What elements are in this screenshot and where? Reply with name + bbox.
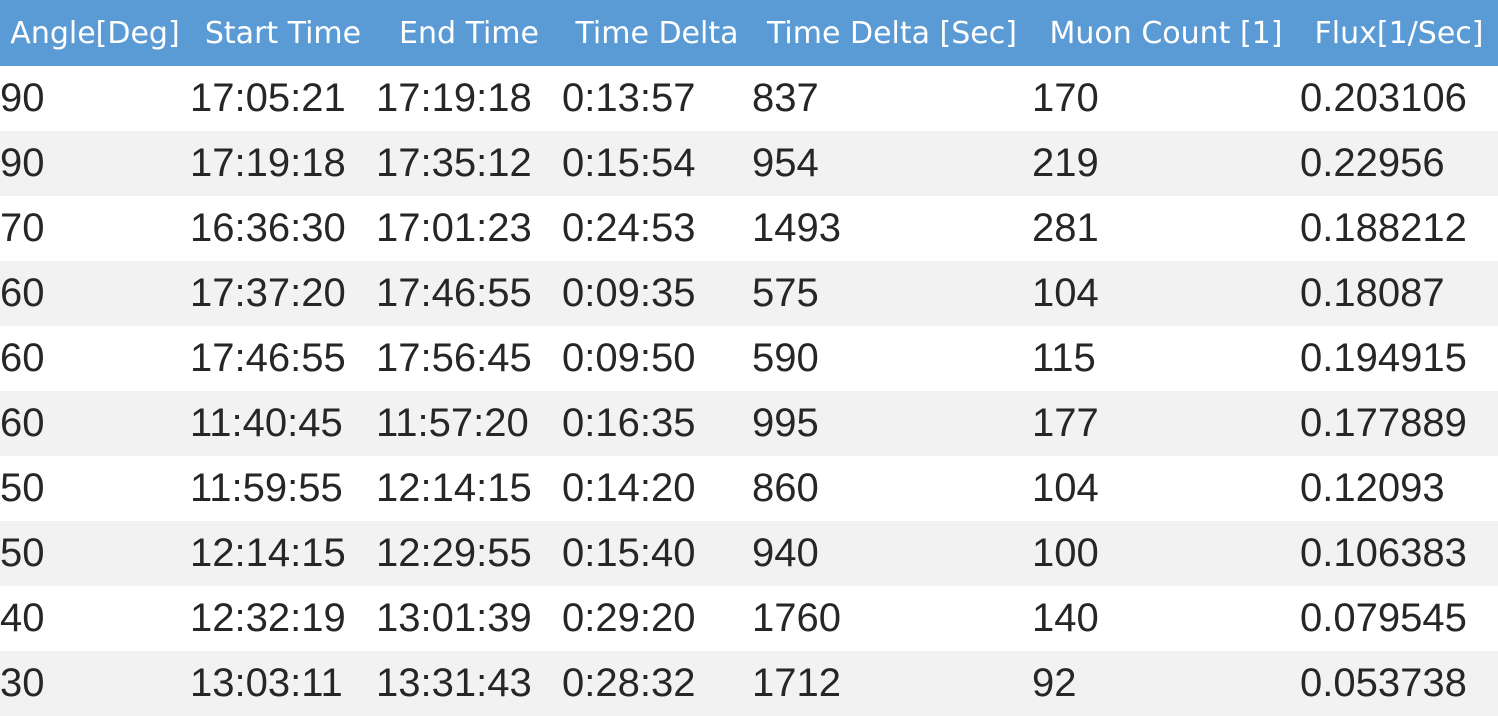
start-time-cell: 13:03:11 <box>190 661 343 705</box>
table-row: 90 17:05:21 17:19:18 0:13:57 837 170 0.203106 <box>0 66 1498 131</box>
time-delta-sec-cell: 860 <box>752 466 819 510</box>
end-time-cell: 17:46:55 <box>376 271 532 315</box>
time-delta-sec-cell: 995 <box>752 401 819 445</box>
flux-cell: 0.106383 <box>1300 531 1467 575</box>
time-delta-cell: 0:09:50 <box>562 336 696 380</box>
muon-count-cell: 177 <box>1032 401 1099 445</box>
angle-cell: 30 <box>0 661 45 705</box>
end-time-cell: 12:14:15 <box>376 466 532 510</box>
angle-cell: 70 <box>0 206 45 250</box>
end-time-cell: 17:01:23 <box>376 206 532 250</box>
angle-cell: 90 <box>0 76 45 120</box>
end-time-cell: 11:57:20 <box>376 401 529 445</box>
time-delta-cell: 0:15:40 <box>562 531 696 575</box>
muon-count-cell: 281 <box>1032 206 1099 250</box>
start-time-cell: 12:32:19 <box>190 596 346 640</box>
header-end-time: End Time <box>399 15 539 51</box>
table-row: 90 17:19:18 17:35:12 0:15:54 954 219 0.22956 <box>0 131 1498 196</box>
header-row: Angle[Deg] Start Time End Time Time Delt… <box>0 0 1498 66</box>
end-time-cell: 17:19:18 <box>376 76 532 120</box>
table-header: Angle[Deg] Start Time End Time Time Delt… <box>0 0 1498 66</box>
header-muon-count: Muon Count [1] <box>1049 15 1283 51</box>
time-delta-sec-cell: 1712 <box>752 661 841 705</box>
table-row: 60 11:40:45 11:57:20 0:16:35 995 177 0.177889 <box>0 391 1498 456</box>
table-row: 50 11:59:55 12:14:15 0:14:20 860 104 0.12093 <box>0 456 1498 521</box>
table-row: 30 13:03:11 13:31:43 0:28:32 1712 92 0.053738 <box>0 651 1498 716</box>
muon-count-cell: 115 <box>1032 336 1096 380</box>
muon-count-cell: 140 <box>1032 596 1099 640</box>
start-time-cell: 17:05:21 <box>190 76 346 120</box>
start-time-cell: 11:40:45 <box>190 401 343 445</box>
time-delta-sec-cell: 1493 <box>752 206 841 250</box>
time-delta-cell: 0:16:35 <box>562 401 696 445</box>
time-delta-cell: 0:09:35 <box>562 271 696 315</box>
end-time-cell: 17:56:45 <box>376 336 532 380</box>
angle-cell: 90 <box>0 141 45 185</box>
table-body: 90 17:05:21 17:19:18 0:13:57 837 170 0.203106 9… <box>0 66 1498 716</box>
time-delta-cell: 0:15:54 <box>562 141 696 185</box>
header-time-delta-sec: Time Delta [Sec] <box>767 15 1017 51</box>
flux-cell: 0.18087 <box>1300 271 1445 315</box>
angle-cell: 50 <box>0 466 45 510</box>
table-row: 40 12:32:19 13:01:39 0:29:20 1760 140 0.079545 <box>0 586 1498 651</box>
muon-count-cell: 104 <box>1032 466 1099 510</box>
muon-count-cell: 170 <box>1032 76 1099 120</box>
flux-cell: 0.203106 <box>1300 76 1467 120</box>
end-time-cell: 12:29:55 <box>376 531 532 575</box>
flux-cell: 0.079545 <box>1300 596 1467 640</box>
start-time-cell: 16:36:30 <box>190 206 346 250</box>
flux-cell: 0.22956 <box>1300 141 1445 185</box>
angle-cell: 60 <box>0 271 45 315</box>
flux-cell: 0.12093 <box>1300 466 1445 510</box>
muon-count-cell: 100 <box>1032 531 1099 575</box>
time-delta-sec-cell: 575 <box>752 271 819 315</box>
end-time-cell: 13:31:43 <box>376 661 532 705</box>
time-delta-sec-cell: 940 <box>752 531 819 575</box>
start-time-cell: 17:46:55 <box>190 336 346 380</box>
table-row: 60 17:37:20 17:46:55 0:09:35 575 104 0.18087 <box>0 261 1498 326</box>
header-flux: Flux[1/Sec] <box>1314 15 1484 51</box>
end-time-cell: 13:01:39 <box>376 596 532 640</box>
end-time-cell: 17:35:12 <box>376 141 532 185</box>
angle-cell: 50 <box>0 531 45 575</box>
header-time-delta: Time Delta <box>575 15 739 51</box>
muon-count-cell: 92 <box>1032 661 1077 705</box>
time-delta-sec-cell: 837 <box>752 76 819 120</box>
table-row: 60 17:46:55 17:56:45 0:09:50 590 115 0.194915 <box>0 326 1498 391</box>
time-delta-cell: 0:24:53 <box>562 206 696 250</box>
time-delta-sec-cell: 590 <box>752 336 819 380</box>
start-time-cell: 17:37:20 <box>190 271 346 315</box>
time-delta-sec-cell: 1760 <box>752 596 841 640</box>
time-delta-sec-cell: 954 <box>752 141 819 185</box>
angle-cell: 40 <box>0 596 45 640</box>
angle-cell: 60 <box>0 401 45 445</box>
flux-cell: 0.188212 <box>1300 206 1467 250</box>
muon-count-cell: 104 <box>1032 271 1099 315</box>
angle-cell: 60 <box>0 336 45 380</box>
start-time-cell: 12:14:15 <box>190 531 346 575</box>
start-time-cell: 11:59:55 <box>190 466 343 510</box>
flux-cell: 0.177889 <box>1300 401 1467 445</box>
header-start-time: Start Time <box>204 15 362 51</box>
header-angle: Angle[Deg] <box>10 15 180 51</box>
muon-count-cell: 219 <box>1032 141 1099 185</box>
time-delta-cell: 0:29:20 <box>562 596 696 640</box>
flux-cell: 0.194915 <box>1300 336 1467 380</box>
time-delta-cell: 0:28:32 <box>562 661 696 705</box>
start-time-cell: 17:19:18 <box>190 141 346 185</box>
table-row: 50 12:14:15 12:29:55 0:15:40 940 100 0.106383 <box>0 521 1498 586</box>
flux-cell: 0.053738 <box>1300 661 1467 705</box>
time-delta-cell: 0:13:57 <box>562 76 696 120</box>
table-row: 70 16:36:30 17:01:23 0:24:53 1493 281 0.188212 <box>0 196 1498 261</box>
time-delta-cell: 0:14:20 <box>562 466 696 510</box>
